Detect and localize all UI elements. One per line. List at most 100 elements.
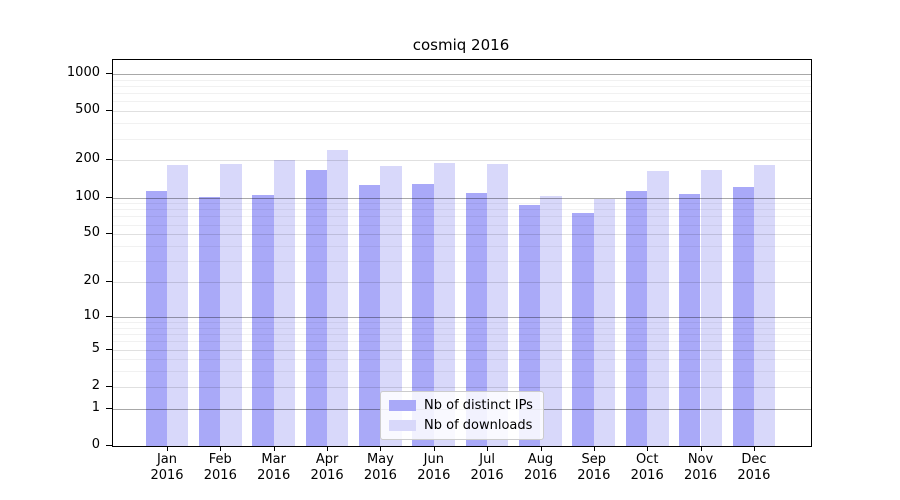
gridline-200 <box>113 160 811 162</box>
y-axis-tick-label: 1000 <box>66 64 100 80</box>
gridline-8 <box>113 327 811 329</box>
x-tick-mark <box>753 446 755 451</box>
bar-downloads <box>433 163 456 446</box>
x-axis-tick-label: Jul 2016 <box>470 452 504 483</box>
y-axis-tick-label: 0 <box>91 437 100 452</box>
y-axis-tick-label: 10 <box>83 307 100 323</box>
bar-distinct-ips <box>305 170 328 446</box>
gridline-40 <box>113 246 811 247</box>
x-axis-tick-label: Jun 2016 <box>417 452 451 483</box>
legend-item-downloads: Nb of downloads <box>389 417 533 434</box>
x-axis-tick-label: Aug 2016 <box>523 452 558 483</box>
x-tick-mark <box>540 446 542 451</box>
gridline-300 <box>113 138 811 140</box>
y-tick-mark <box>106 385 112 387</box>
gridline-600 <box>113 101 811 103</box>
bar-distinct-ips <box>732 187 754 446</box>
x-axis-tick-label: May 2016 <box>363 452 397 483</box>
bar-distinct-ips <box>145 191 167 446</box>
y-axis-tick-label: 200 <box>75 151 100 167</box>
gridline-6 <box>113 341 811 343</box>
bar-distinct-ips <box>359 184 381 446</box>
y-tick-mark <box>106 407 112 409</box>
bar-distinct-ips <box>412 184 434 446</box>
bar-distinct-ips <box>572 212 594 446</box>
gridline-500 <box>113 111 811 113</box>
bar-distinct-ips <box>252 194 274 446</box>
bar-downloads <box>540 196 562 446</box>
y-tick-mark <box>106 348 112 350</box>
gridline-20 <box>113 282 811 283</box>
y-tick-mark <box>106 281 112 282</box>
gridline-10 <box>113 316 811 318</box>
gridline-1000 <box>113 73 811 75</box>
bar-downloads <box>487 164 509 446</box>
y-tick-mark <box>106 315 112 317</box>
chart-title: cosmiq 2016 <box>412 36 510 54</box>
gridline-800 <box>113 85 811 87</box>
y-tick-mark <box>106 196 112 198</box>
bar-downloads <box>380 165 402 446</box>
legend: Nb of distinct IPs Nb of downloads <box>380 391 544 440</box>
x-tick-mark <box>380 446 382 451</box>
x-axis-tick-label: Dec 2016 <box>737 452 771 483</box>
x-tick-mark <box>167 446 168 451</box>
x-axis-tick-label: Jan 2016 <box>150 452 184 483</box>
gridline-700 <box>113 93 811 95</box>
x-tick-mark <box>593 446 595 451</box>
legend-swatch-downloads-icon <box>389 420 416 431</box>
x-tick-mark <box>647 446 649 451</box>
gridline-80 <box>113 209 811 211</box>
y-axis-tick-label: 2 <box>91 377 100 393</box>
y-tick-mark <box>106 159 112 161</box>
y-axis-tick-label: 5 <box>91 340 100 356</box>
y-tick-mark <box>106 233 112 235</box>
gridline-60 <box>113 224 811 226</box>
bar-downloads <box>753 165 776 446</box>
bar-distinct-ips <box>679 193 701 446</box>
legend-item-distinct-ips: Nb of distinct IPs <box>389 397 533 414</box>
legend-label-downloads: Nb of downloads <box>424 418 533 433</box>
y-axis-tick-label: 1 <box>91 399 100 415</box>
bar-downloads <box>167 164 189 446</box>
x-tick-mark <box>327 446 329 451</box>
x-axis-tick-label: Nov 2016 <box>683 452 718 483</box>
gridline-50 <box>113 234 811 236</box>
bar-downloads <box>273 159 296 446</box>
bar-distinct-ips <box>198 196 221 446</box>
bar-distinct-ips <box>465 192 488 446</box>
gridline-2 <box>113 386 811 388</box>
y-axis-tick-label: 20 <box>83 273 100 288</box>
x-tick-mark <box>273 446 275 451</box>
x-tick-mark <box>700 446 702 451</box>
bar-distinct-ips <box>519 204 541 446</box>
legend-label-distinct-ips: Nb of distinct IPs <box>424 398 533 413</box>
x-axis-tick-label: Oct 2016 <box>630 452 664 483</box>
x-axis-tick-label: Feb 2016 <box>203 452 237 483</box>
x-axis-tick-label: Apr 2016 <box>310 452 344 483</box>
bar-downloads <box>700 170 722 446</box>
bar-distinct-ips <box>625 191 648 446</box>
gridline-900 <box>113 79 811 81</box>
bar-downloads <box>327 150 349 446</box>
gridline-4 <box>113 359 811 361</box>
legend-swatch-distinct-ips-icon <box>389 400 416 411</box>
gridline-30 <box>113 261 811 263</box>
x-axis-tick-label: Sep 2016 <box>577 452 611 483</box>
bar-downloads <box>220 163 242 446</box>
x-axis-tick-label: Mar 2016 <box>257 452 291 483</box>
gridline-5 <box>113 349 811 351</box>
gridline-400 <box>113 123 811 125</box>
y-axis-tick-label: 100 <box>75 188 100 204</box>
y-axis-tick-label: 50 <box>83 225 100 241</box>
plot-area <box>112 59 812 447</box>
y-tick-mark <box>106 72 112 74</box>
gridline-3 <box>113 371 811 373</box>
x-tick-mark <box>487 446 489 451</box>
x-tick-mark <box>220 446 222 451</box>
gridline-70 <box>113 216 811 218</box>
gridline-9 <box>113 322 811 323</box>
gridline-7 <box>113 334 811 335</box>
y-axis-tick-label: 500 <box>75 102 100 118</box>
